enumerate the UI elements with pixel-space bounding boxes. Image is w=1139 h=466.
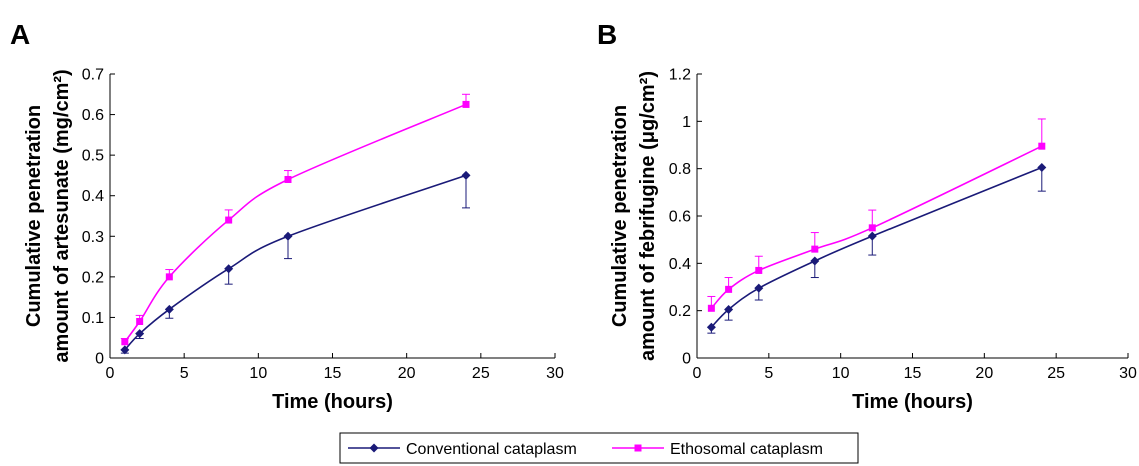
- y-axis-title-line-1: Cumulative penetration: [609, 105, 631, 327]
- legend-marker: [369, 443, 379, 453]
- legend-entry: Ethosomal cataplasm: [612, 441, 823, 458]
- data-point: [706, 322, 716, 332]
- x-tick-label: 30: [546, 365, 564, 382]
- x-axis-title: Time (hours): [852, 391, 973, 413]
- data-point: [754, 283, 764, 293]
- x-tick-label: 25: [472, 365, 490, 382]
- x-tick-label: 20: [398, 365, 416, 382]
- data-point: [462, 100, 470, 108]
- x-tick-label: 25: [1047, 365, 1065, 382]
- data-point: [136, 317, 144, 325]
- data-point: [121, 338, 129, 346]
- x-tick-label: 0: [693, 365, 702, 382]
- chart-panel-a: A 0 0.1 0.2 0.3 0.4 0.5 0.6 0.7 0 5 10 15 20 25 30 Time …: [10, 19, 564, 413]
- y-tick-label: 0.1: [82, 310, 104, 327]
- y-tick-label: 0.2: [669, 303, 691, 320]
- y-tick-label: 0: [95, 351, 104, 368]
- series-line: [710, 145, 1043, 309]
- data-point: [461, 170, 471, 180]
- x-tick-label: 10: [832, 365, 850, 382]
- y-axis-title-line-1: Cumulative penetration: [23, 105, 45, 327]
- data-point: [724, 304, 734, 314]
- y-axis-title-line-2: amount of artesunate (mg/cm²): [51, 69, 73, 362]
- x-tick-label: 15: [904, 365, 922, 382]
- data-point: [284, 175, 292, 183]
- x-tick-label: 5: [764, 365, 773, 382]
- series-line: [124, 174, 467, 351]
- y-tick-label: 0.2: [82, 269, 104, 286]
- panel-label: B: [597, 19, 617, 50]
- y-tick-label: 0.6: [669, 209, 691, 226]
- y-tick-label: 0.8: [669, 161, 691, 178]
- data-point: [1037, 162, 1047, 172]
- chart-panel-b: B 0 0.2 0.4 0.6 0.8 1 1.2 0 5 10 15 20 25 30 Time (hour…: [597, 19, 1137, 413]
- y-tick-label: 0.7: [82, 67, 104, 84]
- y-tick-label: 0: [682, 351, 691, 368]
- y-tick-label: 1.2: [669, 67, 691, 84]
- legend-marker: [634, 444, 642, 452]
- data-point: [1038, 142, 1046, 150]
- data-point: [135, 329, 145, 339]
- data-point: [867, 231, 877, 241]
- y-tick-label: 0.4: [82, 188, 104, 205]
- data-point: [283, 231, 293, 241]
- legend-box: [339, 432, 859, 464]
- x-axis-title: Time (hours): [272, 391, 393, 413]
- data-point: [120, 345, 130, 355]
- data-point: [868, 224, 876, 232]
- series-ethosomal: [707, 118, 1046, 312]
- x-tick-label: 15: [324, 365, 342, 382]
- y-tick-label: 0.6: [82, 107, 104, 124]
- series-line: [710, 166, 1043, 328]
- data-point: [707, 304, 715, 312]
- legend-entry: Conventional cataplasm: [348, 441, 577, 458]
- data-point: [164, 304, 174, 314]
- data-point: [810, 256, 820, 266]
- y-tick-label: 0.4: [669, 256, 691, 273]
- x-tick-label: 20: [975, 365, 993, 382]
- legend: Conventional cataplasm Ethosomal cataplas…: [339, 432, 859, 464]
- y-tick-label: 0.5: [82, 148, 104, 165]
- data-point: [165, 273, 173, 281]
- x-tick-label: 5: [180, 365, 189, 382]
- series-conventional: [120, 170, 471, 355]
- data-point: [225, 216, 233, 224]
- x-tick-label: 10: [249, 365, 267, 382]
- data-point: [755, 266, 763, 274]
- y-tick-label: 0.3: [82, 229, 104, 246]
- data-point: [224, 264, 234, 274]
- series-conventional: [706, 162, 1047, 334]
- x-tick-label: 0: [106, 365, 115, 382]
- data-point: [725, 285, 733, 293]
- series-line: [124, 103, 467, 343]
- y-axis-title-line-2: amount of febrifugine (μg/cm²): [637, 71, 659, 361]
- legend-label: Ethosomal cataplasm: [670, 441, 823, 458]
- panel-label: A: [10, 19, 30, 50]
- x-tick-label: 30: [1119, 365, 1137, 382]
- data-point: [811, 245, 819, 253]
- series-ethosomal: [120, 93, 470, 346]
- legend-label: Conventional cataplasm: [406, 441, 577, 458]
- y-tick-label: 1: [682, 114, 691, 131]
